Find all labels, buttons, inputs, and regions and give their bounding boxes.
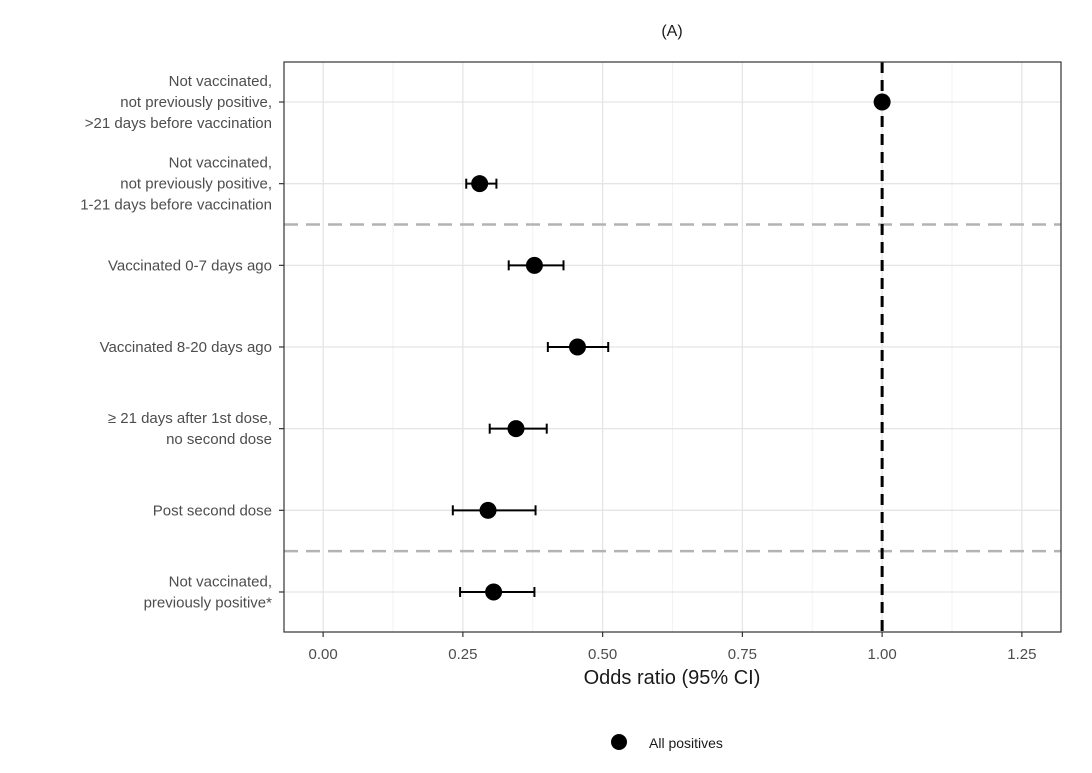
- chart-title: (A): [661, 23, 682, 40]
- data-point: [568, 338, 586, 356]
- category-label: Post second dose: [153, 502, 272, 519]
- x-tick-label: 0.25: [448, 646, 477, 663]
- x-tick-label: 0.75: [728, 646, 757, 663]
- data-point: [525, 256, 543, 274]
- legend: All positives: [611, 734, 723, 751]
- data-point: [485, 583, 503, 601]
- category-label: Not vaccinated, not previously positive, 1…: [80, 155, 272, 214]
- x-tick-label: 0.50: [588, 646, 617, 663]
- data-point: [471, 175, 489, 193]
- x-tick-label: 1.00: [868, 646, 897, 663]
- x-tick-label: 1.25: [1007, 646, 1036, 663]
- x-tick-label: 0.00: [309, 646, 338, 663]
- legend-label: All positives: [649, 735, 723, 751]
- legend-marker: [611, 734, 627, 750]
- category-label: Not vaccinated, previously positive*: [144, 573, 273, 611]
- data-point: [479, 501, 497, 519]
- category-label: Not vaccinated, not previously positive, >…: [85, 73, 272, 132]
- data-point: [873, 93, 891, 111]
- category-label: ≥ 21 days after 1st dose, no second dose: [108, 410, 272, 448]
- category-label: Vaccinated 8-20 days ago: [100, 339, 272, 356]
- plot-area: 0.00 0.25 0.50 0.75 1.00 1.25 Not vaccinated, n…: [80, 61, 1062, 663]
- x-axis-title: Odds ratio (95% CI): [584, 667, 761, 689]
- category-label: Vaccinated 0-7 days ago: [108, 257, 272, 274]
- data-point: [507, 420, 525, 438]
